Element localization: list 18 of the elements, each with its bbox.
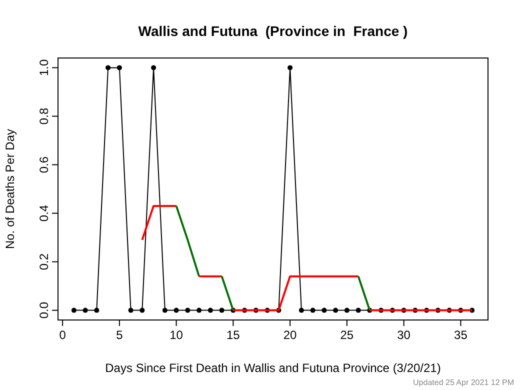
y-tick-label: 1.0 <box>37 59 51 76</box>
x-tick-label: 0 <box>59 328 66 342</box>
x-axis-title: Days Since First Death in Wallis and Futuna Province (3/20/21) <box>105 361 441 375</box>
y-tick-label: 0.8 <box>37 108 51 125</box>
x-tick-label: 35 <box>454 328 468 342</box>
y-tick-label: 0.0 <box>37 302 51 319</box>
x-tick-label: 10 <box>170 328 184 342</box>
y-tick-label: 0.2 <box>37 253 51 270</box>
x-tick-label: 25 <box>340 328 354 342</box>
x-tick-label: 30 <box>397 328 411 342</box>
text: Updated 25 Apr 2021 12 PM <box>413 378 514 387</box>
y-tick-label: 0.6 <box>37 156 51 174</box>
chart-title: Wallis and Futuna (Province in France ) <box>138 23 408 39</box>
x-tick-label: 20 <box>283 328 298 342</box>
y-tick-label: 0.4 <box>37 204 51 222</box>
y-axis-title: No. of Deaths Per Day <box>3 128 17 250</box>
x-tick-label: 15 <box>226 328 240 342</box>
x-tick-label: 5 <box>116 328 124 342</box>
